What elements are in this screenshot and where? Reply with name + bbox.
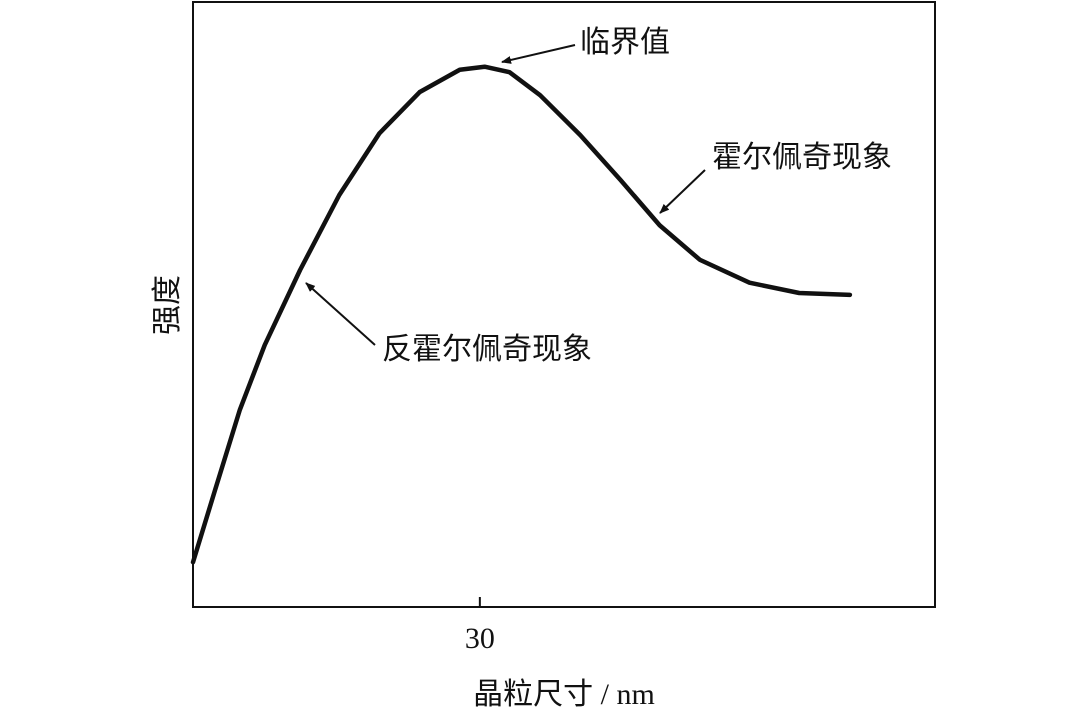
annotation-arrow [501,44,576,64]
annotation: 霍尔佩奇现象 [712,141,892,174]
x-tick-label: 30 [465,622,495,655]
curve [190,64,853,565]
annotation: 反霍尔佩奇现象 [382,333,592,366]
x-axis-label: 晶粒尺寸 / nm [473,678,655,711]
annotation-arrow [659,169,706,214]
annotation-arrow [305,282,376,346]
plot-frame [192,1,936,608]
annotation: 临界值 [580,26,670,59]
y-axis-label: 强度 [151,275,184,335]
